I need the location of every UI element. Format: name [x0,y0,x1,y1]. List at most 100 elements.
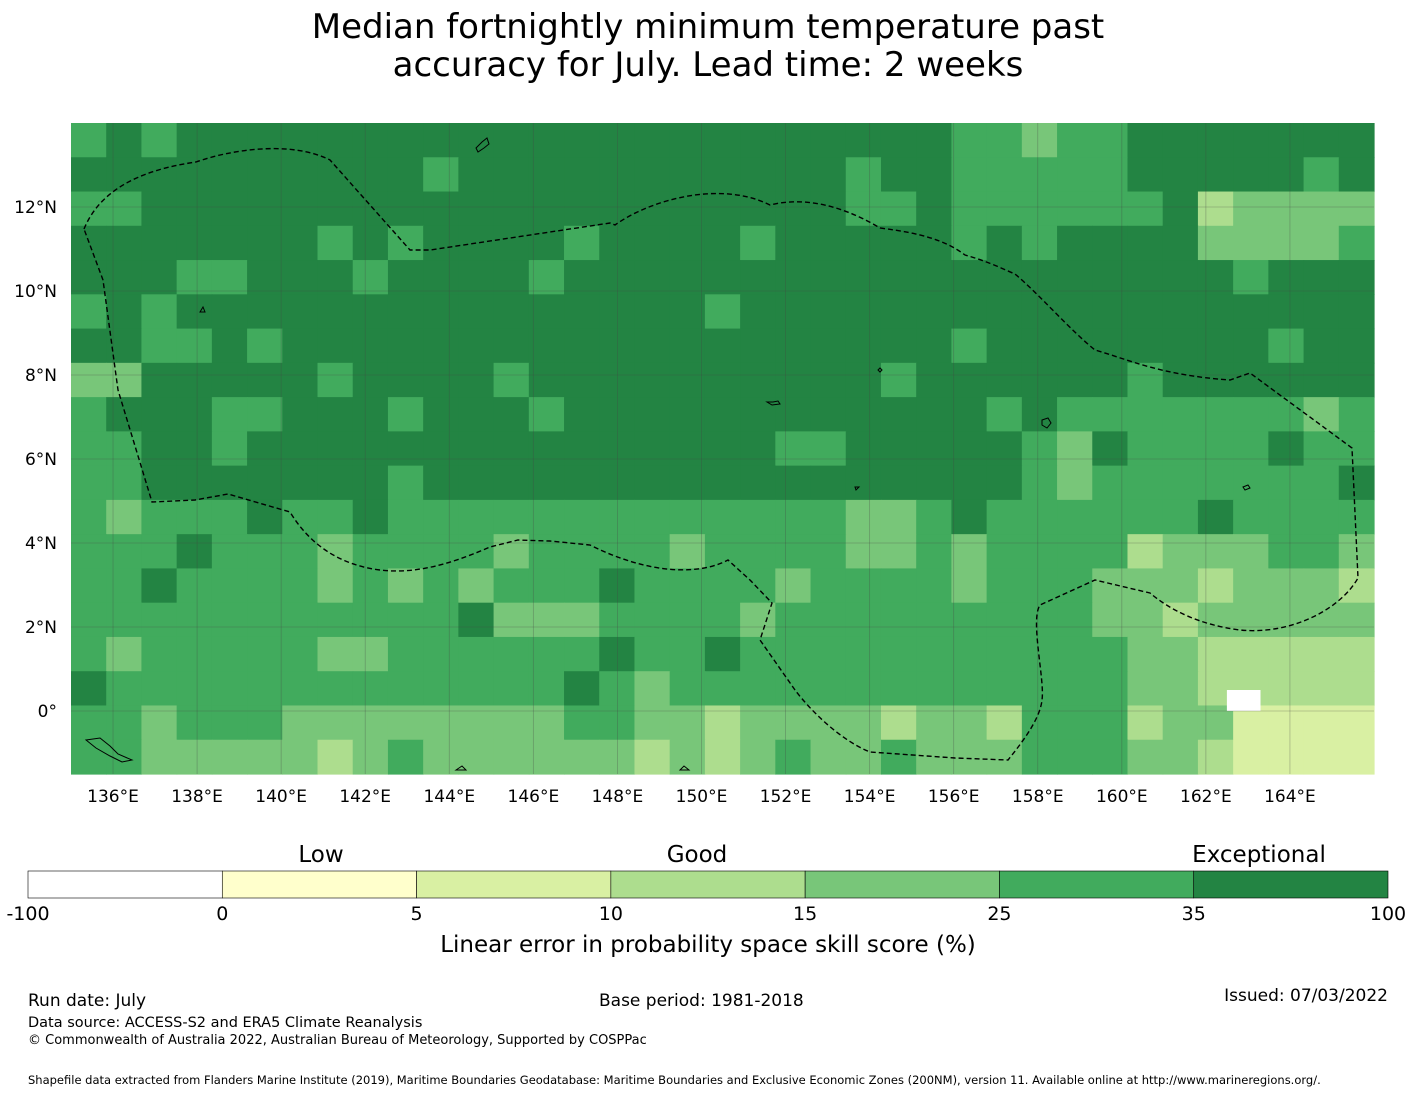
grid-cell [916,225,953,261]
grid-cell [1338,191,1375,227]
grid-cell [1268,465,1305,501]
grid-cell [1233,568,1269,604]
grid-cell [986,260,1023,295]
grid-cell [1268,260,1305,295]
grid-cell [1127,499,1164,535]
grid-cell [317,568,354,604]
grid-cell [704,705,741,741]
grid-cell [1233,328,1269,364]
grid-cell [880,739,917,775]
grid-cell [282,362,319,398]
grid-cell [634,534,671,570]
grid-cell [528,705,565,741]
grid-cell [106,328,143,364]
grid-cell [1303,671,1340,707]
grid-cell [845,260,882,295]
grid-cell [845,568,882,604]
grid-cell [951,671,988,707]
grid-cell [1162,671,1199,707]
grid-cell [317,671,354,707]
grid-cell [1303,123,1340,158]
grid-cell [1092,671,1129,707]
grid-cell [317,739,354,775]
grid-cell [247,602,283,638]
grid-cell [247,397,283,432]
grid-cell [916,328,953,364]
grid-cell [740,397,776,432]
grid-cell [951,636,988,672]
grid-cell [211,362,248,398]
grid-cell [669,568,706,604]
grid-cell [916,123,953,158]
grid-cell [1338,157,1375,193]
grid-cell [1233,225,1269,261]
grid-cell [352,328,389,364]
grid-cell [564,362,600,398]
grid-cell [141,534,178,570]
grid-cell [423,123,459,158]
grid-cell [1197,362,1234,398]
grid-cell [916,534,953,570]
grid-cell [282,294,319,330]
grid-cell [1057,705,1093,741]
grid-cell [493,123,530,158]
grid-cell [458,294,495,330]
grid-cell [423,705,459,741]
grid-cell [951,431,988,467]
grid-cell [845,397,882,432]
grid-cell [916,397,953,432]
grid-cell [564,499,600,535]
grid-cell [1127,671,1164,707]
grid-cell [211,260,248,295]
grid-cell [423,739,459,775]
grid-cell [951,465,988,501]
grid-cell [1162,123,1199,158]
grid-cell [1233,260,1269,295]
grid-cell [916,191,953,227]
grid-cell [775,362,812,398]
run-date: Run date: July [28,991,147,1011]
grid-cell [810,499,847,535]
grid-cell [423,157,459,193]
grid-cell [634,671,671,707]
grid-cell [564,636,600,672]
grid-cell [1127,362,1164,398]
grid-cell [106,157,143,193]
grid-cell [1303,260,1340,295]
grid-cell [458,260,495,295]
grid-cell [599,636,636,672]
grid-cell [176,465,213,501]
grid-cell [810,225,847,261]
grid-cell [704,431,741,467]
grid-cell [528,397,565,432]
grid-cell [317,465,354,501]
grid-cell [810,671,847,707]
grid-cell [775,602,812,638]
grid-cell [387,465,424,501]
grid-cell [352,260,389,295]
skill-score-map: 136°E 138°E 140°E 142°E 144°E 146°E 148°E 150°E… [14,123,1375,807]
grid-cell [71,636,107,672]
grid-cell [845,294,882,330]
grid-cell [106,431,143,467]
grid-cell [106,671,143,707]
grid-cell [1021,191,1058,227]
data-source: Data source: ACCESS-S2 and ERA5 Climate … [28,1015,423,1031]
grid-cell [1057,499,1093,535]
grid-cell [669,499,706,535]
grid-cell [141,260,178,295]
latitude-tick-label: 8°N [25,366,57,386]
grid-cell [1057,157,1093,193]
grid-cell [71,225,107,261]
grid-cell [211,534,248,570]
grid-cell [1127,739,1164,775]
colorbar-swatch [27,870,223,899]
grid-cell [176,260,213,295]
grid-cell [141,362,178,398]
grid-cell [669,602,706,638]
grid-cell [1197,191,1234,227]
grid-cell [71,568,107,604]
grid-cell [951,191,988,227]
grid-cell [176,225,213,261]
grid-cell [141,739,178,775]
